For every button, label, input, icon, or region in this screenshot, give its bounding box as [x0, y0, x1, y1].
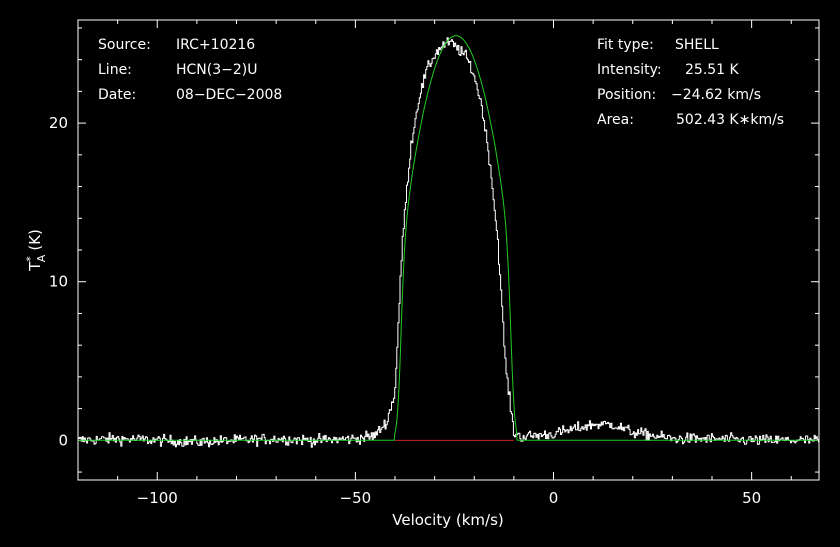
observed-spectrum-line: [78, 37, 819, 448]
ann-intensity-key: Intensity:: [597, 62, 662, 78]
axis-ticks: [77, 20, 819, 480]
shell-fit-line: [78, 35, 819, 441]
tick-labels: −100 −50 0 50 0 10 20: [49, 114, 761, 507]
ann-date-key: Date:: [98, 87, 137, 103]
ann-position-value: −24.62 km/s: [671, 87, 762, 103]
y-tick-label: 20: [49, 114, 68, 132]
x-tick-label: −50: [340, 489, 372, 507]
ann-line-key: Line:: [98, 62, 132, 78]
y-axis-label-main: T: [26, 261, 44, 272]
y-axis-label-unit: (K): [26, 229, 44, 251]
ann-area-key: Area:: [597, 112, 634, 128]
ann-fit-type-key: Fit type:: [597, 37, 654, 53]
y-tick-label: 0: [58, 431, 68, 449]
ann-fit-type-value: SHELL: [675, 37, 719, 53]
ann-position-key: Position:: [597, 87, 657, 103]
y-axis-label-sub: A: [35, 254, 48, 262]
x-tick-label: −100: [137, 489, 178, 507]
ann-area-value: 502.43 K∗km/s: [676, 112, 785, 128]
x-tick-label: 0: [549, 489, 559, 507]
ann-intensity-value: 25.51 K: [685, 62, 739, 78]
svg-text:T*A(K): T*A (K): [24, 229, 48, 272]
x-axis-label: Velocity (km/s): [392, 511, 503, 529]
x-tick-label: 50: [742, 489, 761, 507]
y-axis-label: T*A (K): [24, 229, 48, 272]
ann-date-value: 08−DEC−2008: [176, 87, 283, 103]
ann-source-key: Source:: [98, 37, 151, 53]
ann-source-value: IRC+10216: [176, 37, 256, 53]
y-tick-label: 10: [49, 273, 68, 291]
ann-line-value: HCN(3−2)U: [176, 62, 258, 78]
y-axis-label-sup: *: [24, 256, 37, 262]
